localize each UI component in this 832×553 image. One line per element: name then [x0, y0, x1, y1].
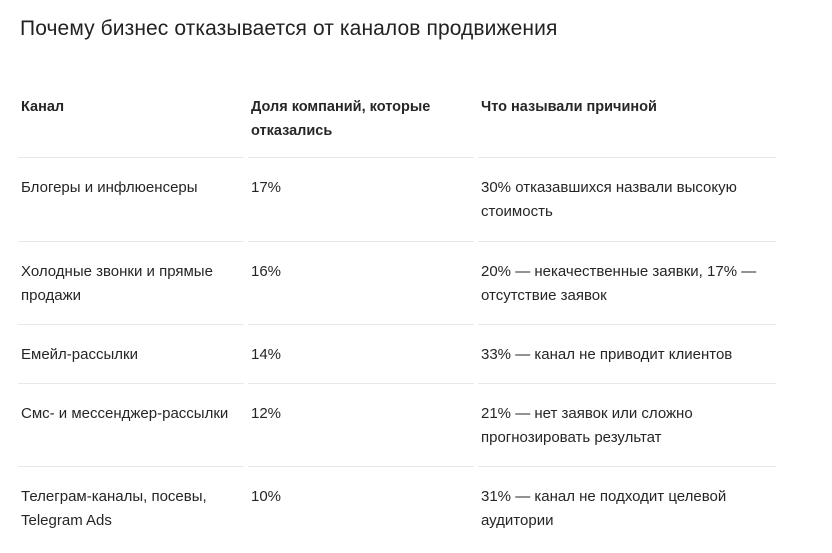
cell-share: 12%	[248, 384, 474, 467]
cell-channel: Холодные звонки и прямые продажи	[18, 242, 244, 325]
cell-channel: Телеграм-каналы, посевы, Telegram Ads	[21, 488, 207, 529]
cell-channel: Смс- и мессенджер-рассылки	[18, 384, 244, 467]
page-title: Почему бизнес отказывается от каналов пр…	[20, 17, 558, 40]
cell-share: 17%	[248, 158, 474, 242]
cell-reason: 21% — нет заявок или сложно прогнозирова…	[478, 384, 776, 467]
cell-share: 14%	[248, 325, 474, 384]
table-row: Телеграм-каналы, посевы, Telegram Ads 10…	[18, 467, 776, 549]
table-row: Емейл-рассылки 14% 33% — канал не привод…	[18, 325, 776, 384]
cell-reason: 33% — канал не приводит клиентов	[478, 325, 776, 384]
cell-reason: 31% — канал не подходит целевой аудитори…	[481, 488, 727, 529]
cell-share: 10%	[251, 488, 282, 505]
table-header-row: Канал Доля компаний, которые отказались …	[18, 84, 776, 158]
table-row: Смс- и мессенджер-рассылки 12% 21% — нет…	[18, 384, 776, 467]
channels-table: Канал Доля компаний, которые отказались …	[14, 84, 780, 549]
table-row: Холодные звонки и прямые продажи 16% 20%…	[18, 242, 776, 325]
cell-channel: Блогеры и инфлюенсеры	[18, 158, 244, 242]
header-share: Доля компаний, которые отказались	[248, 84, 474, 158]
table-row: Блогеры и инфлюенсеры 17% 30% отказавших…	[18, 158, 776, 242]
cell-share: 16%	[248, 242, 474, 325]
header-channel: Канал	[18, 84, 244, 158]
cell-reason: 30% отказавшихся назвали высокую стоимос…	[478, 158, 776, 242]
cell-channel: Емейл-рассылки	[18, 325, 244, 384]
cell-reason: 20% — некачественные заявки, 17% — отсут…	[478, 242, 776, 325]
header-reason: Что называли причиной	[478, 84, 776, 158]
